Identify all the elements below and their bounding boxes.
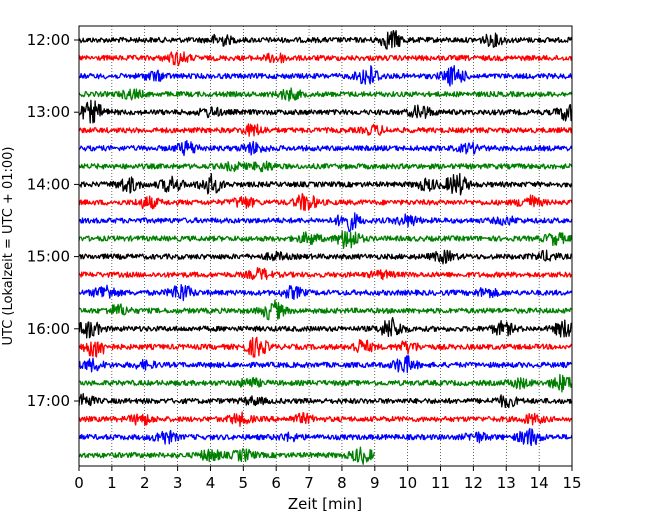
trace-line-3 — [78, 87, 573, 102]
y-tick-label-2: 14:00 — [27, 175, 70, 193]
x-tick-label-4: 4 — [206, 474, 216, 492]
trace-line-9 — [78, 193, 573, 212]
x-tick-label-15: 15 — [562, 474, 581, 492]
y-tick-label-5: 17:00 — [27, 392, 70, 410]
x-tick-label-0: 0 — [74, 474, 84, 492]
trace-line-13 — [78, 266, 573, 281]
trace-line-6 — [78, 139, 573, 157]
trace-line-22 — [78, 427, 573, 447]
trace-line-23 — [78, 446, 376, 465]
x-tick-label-9: 9 — [370, 474, 380, 492]
x-tick-label-12: 12 — [464, 474, 483, 492]
x-tick-label-14: 14 — [530, 474, 549, 492]
trace-line-14 — [78, 284, 573, 302]
trace-line-5 — [78, 123, 573, 137]
y-tick-label-1: 13:00 — [27, 103, 70, 121]
plot-frame — [78, 25, 573, 467]
trace-line-0 — [78, 30, 573, 50]
trace-line-21 — [78, 411, 573, 427]
x-tick-label-1: 1 — [107, 474, 117, 492]
x-axis-label: Zeit [min] — [288, 495, 362, 513]
x-tick-label-13: 13 — [497, 474, 516, 492]
x-axis-ticks: 0 1 2 3 4 5 6 7 8 9 10 11 12 13 14 15 — [74, 466, 582, 492]
y-axis-label: UTC (Lokalzeit = UTC + 01:00) — [1, 147, 16, 346]
x-tick-label-3: 3 — [173, 474, 183, 492]
y-tick-label-0: 12:00 — [27, 31, 70, 49]
x-tick-label-5: 5 — [239, 474, 249, 492]
y-tick-label-4: 16:00 — [27, 320, 70, 338]
y-axis-ticks: 12:00 13:00 14:00 15:00 16:00 17:00 — [27, 31, 79, 410]
x-tick-label-2: 2 — [140, 474, 150, 492]
trace-group — [78, 30, 573, 465]
trace-line-10 — [78, 212, 573, 233]
x-tick-label-7: 7 — [304, 474, 314, 492]
x-tick-label-11: 11 — [431, 474, 450, 492]
x-tick-label-6: 6 — [271, 474, 281, 492]
trace-line-1 — [78, 51, 573, 67]
grid-lines — [111, 26, 540, 466]
y-tick-label-3: 15:00 — [27, 248, 70, 266]
trace-line-15 — [78, 299, 572, 321]
trace-line-20 — [78, 393, 573, 409]
trace-line-17 — [78, 336, 573, 358]
trace-line-2 — [78, 64, 573, 87]
trace-line-8 — [78, 172, 573, 196]
trace-line-18 — [78, 354, 573, 374]
x-tick-label-8: 8 — [337, 474, 347, 492]
trace-line-12 — [78, 249, 573, 265]
x-tick-label-10: 10 — [398, 474, 417, 492]
trace-line-4 — [78, 99, 573, 124]
trace-line-19 — [78, 373, 573, 393]
trace-line-11 — [78, 230, 573, 249]
trace-line-7 — [78, 160, 573, 173]
trace-line-16 — [78, 316, 573, 339]
